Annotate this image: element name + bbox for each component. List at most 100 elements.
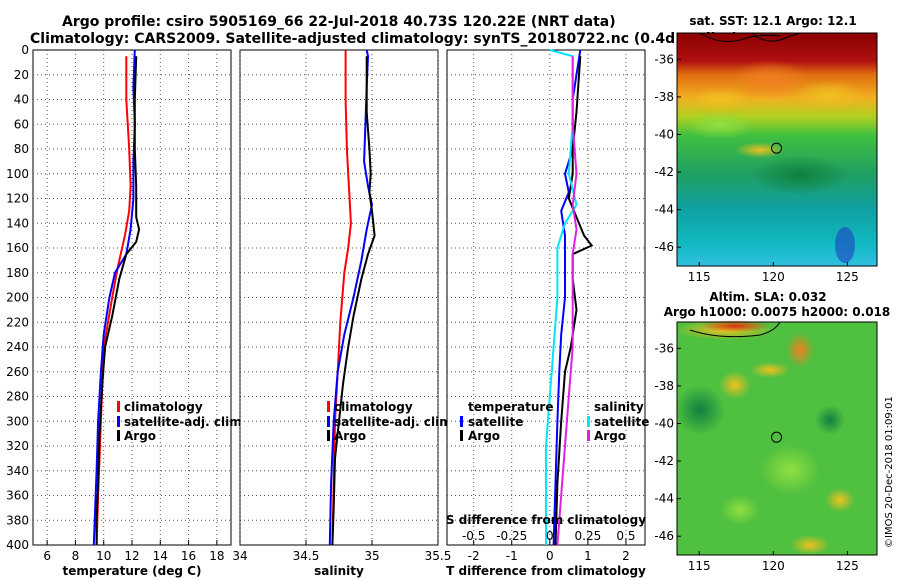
map-x-tick-label: 115 [688, 270, 711, 284]
legend-label-satellite-adj: satellite-adj. clim. [124, 415, 246, 429]
sst-argo-marker [771, 142, 783, 154]
salinity-panel: 34 34.5 35 35.5 salinity climatology satell… [232, 49, 456, 578]
depth-tick-label: 60 [14, 117, 29, 131]
sst-map-panel: sat. SST: 12.1 Argo: 12.1 115 120 125 -36 -… [654, 14, 878, 284]
legend-swatch-argo [327, 430, 330, 441]
depth-tick-label: 200 [6, 291, 29, 305]
x-tick-label: 14 [153, 549, 168, 563]
x-tick-label: 18 [209, 549, 224, 563]
s-tick-label: -0.5 [462, 529, 485, 543]
x-tick-label: 34.5 [293, 549, 320, 563]
difference-legend: temperature satellite Argo salinity sate… [460, 400, 649, 443]
depth-tick-label: 140 [6, 216, 29, 230]
x-tick-label: 8 [72, 549, 80, 563]
depth-tick-label: 80 [14, 142, 29, 156]
legend-swatch-argo [117, 430, 120, 441]
map-x-tick-label: 115 [688, 559, 711, 573]
series-line-argo [331, 56, 376, 546]
x-tick-label: 6 [43, 549, 51, 563]
legend-label-climatology: climatology [124, 400, 203, 414]
map-y-tick-label: -46 [654, 240, 674, 254]
s-tick-label: 0 [546, 529, 554, 543]
sst-field [677, 32, 877, 266]
map-y-tick-label: -36 [654, 341, 674, 355]
x-tick-label: 0 [546, 549, 554, 563]
depth-tick-label: 300 [6, 414, 29, 428]
map-y-tick-label: -40 [654, 127, 674, 141]
depth-tick-label: 280 [6, 390, 29, 404]
legend-swatch-t-argo [460, 430, 463, 441]
x-tick-label: -2 [468, 549, 480, 563]
depth-tick-label: 20 [14, 68, 29, 82]
sla-map-title-1: Altim. SLA: 0.032 [709, 290, 826, 304]
salinity-xlabel: salinity [314, 564, 364, 578]
depth-tick-label: 40 [14, 93, 29, 107]
x-tick-label: 35.5 [425, 549, 452, 563]
depth-tick-label: 240 [6, 340, 29, 354]
title-line-1: Argo profile: csiro 5905169_66 22-Jul-20… [62, 14, 616, 30]
x-tick-label: 10 [96, 549, 111, 563]
map-y-tick-label: -42 [654, 454, 674, 468]
depth-tick-label: 100 [6, 167, 29, 181]
map-y-tick-label: -38 [654, 90, 674, 104]
depth-tick-label: 340 [6, 464, 29, 478]
sla-map-panel: Altim. SLA: 0.032 Argo h1000: 0.0075 h20… [654, 290, 890, 573]
x-tick-label: 1 [584, 549, 592, 563]
depth-tick-label: 160 [6, 241, 29, 255]
sla-map-frame [676, 321, 878, 556]
s-difference-label: S difference from climatology [446, 513, 646, 527]
legend-label-s-argo: Argo [594, 429, 626, 443]
series-line-argo [95, 56, 141, 545]
depth-tick-label: 260 [6, 365, 29, 379]
legend-swatch-t-satellite [460, 416, 463, 427]
series-line-climatology [331, 50, 352, 546]
legend-label-argo: Argo [334, 429, 366, 443]
legend-title-temperature: temperature [468, 400, 553, 414]
map-y-tick-label: -44 [654, 203, 674, 217]
sst-map-frame [676, 32, 878, 267]
legend-swatch-climatology [327, 401, 330, 412]
legend-title-salinity: salinity [594, 400, 644, 414]
legend-label-t-satellite: satellite [468, 415, 523, 429]
sla-field [675, 320, 877, 555]
legend-label-climatology: climatology [334, 400, 413, 414]
temperature-xlabel: temperature (deg C) [63, 564, 202, 578]
footer-credit: ©IMOS 20-Dec-2018 01:09:01 [884, 396, 895, 548]
title-line-2: Climatology: CARS2009. Satellite-adjuste… [30, 31, 738, 47]
depth-tick-label: 120 [6, 192, 29, 206]
x-tick-label: 34 [232, 549, 247, 563]
legend-label-satellite-adj: satellite-adj. clim. [334, 415, 456, 429]
map-x-tick-label: 120 [762, 559, 785, 573]
legend-label-t-argo: Argo [468, 429, 500, 443]
depth-tick-label: 180 [6, 266, 29, 280]
difference-panel: -2 -1 0 1 2 -0.5 -0.25 0 0.25 0.5 T difference f… [446, 49, 649, 578]
x-tick-label: 16 [181, 549, 196, 563]
depth-tick-label: 220 [6, 315, 29, 329]
map-y-tick-label: -40 [654, 416, 674, 430]
map-x-tick-label: 120 [762, 270, 785, 284]
s-tick-label: 0.5 [616, 529, 635, 543]
s-tick-label: -0.25 [496, 529, 527, 543]
depth-tick-label: 320 [6, 439, 29, 453]
sla-argo-marker [771, 431, 783, 443]
temperature-panel: 0 20 40 60 80 100 120 140 160 180 200 220 240 260 280 3… [6, 43, 246, 578]
s-tick-label: 0.25 [575, 529, 602, 543]
depth-tick-label: 0 [21, 43, 29, 57]
x-tick-label: -1 [506, 549, 518, 563]
legend-swatch-satellite-adj [117, 416, 120, 427]
x-tick-label: 35 [364, 549, 379, 563]
legend-swatch-climatology [117, 401, 120, 412]
map-y-tick-label: -46 [654, 529, 674, 543]
legend-swatch-s-satellite [587, 416, 590, 427]
temperature-legend: climatology satellite-adj. clim. Argo [117, 400, 246, 443]
sst-map-title: sat. SST: 12.1 Argo: 12.1 [689, 14, 856, 28]
depth-tick-label: 360 [6, 489, 29, 503]
series-line-s-argo [556, 56, 578, 546]
legend-swatch-satellite-adj [327, 416, 330, 427]
difference-xlabel: T difference from climatology [446, 564, 646, 578]
map-x-tick-label: 125 [836, 270, 859, 284]
map-y-tick-label: -36 [654, 52, 674, 66]
map-y-tick-label: -42 [654, 165, 674, 179]
legend-label-argo: Argo [124, 429, 156, 443]
